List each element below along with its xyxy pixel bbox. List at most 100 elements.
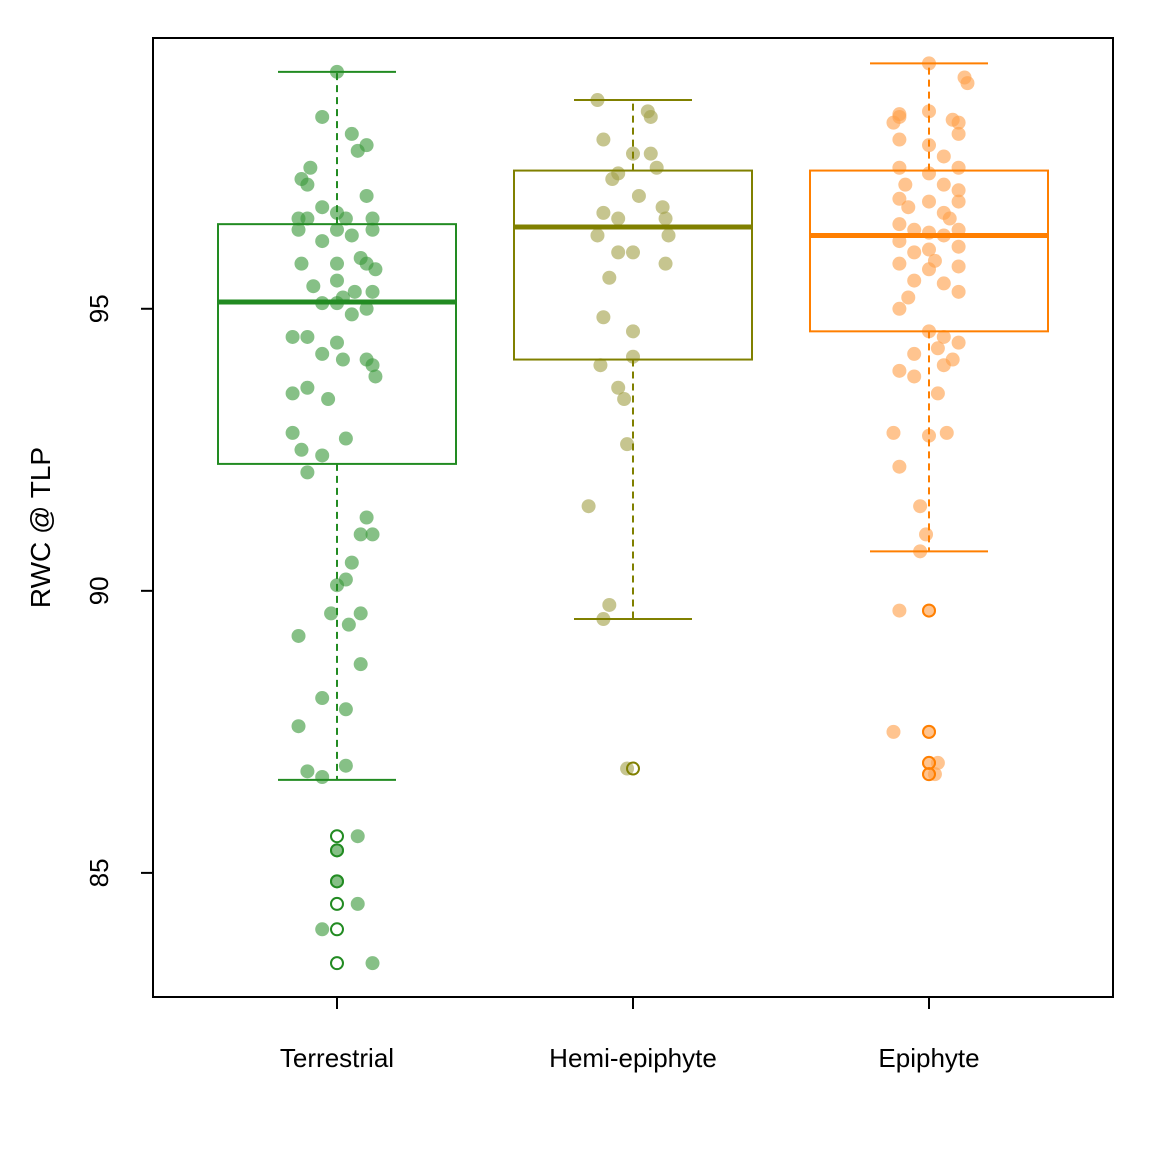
data-point bbox=[291, 719, 306, 734]
data-point bbox=[365, 284, 380, 299]
data-point bbox=[300, 329, 315, 344]
data-point bbox=[291, 211, 306, 226]
data-point bbox=[359, 301, 374, 316]
data-point bbox=[590, 228, 605, 243]
data-point bbox=[930, 386, 945, 401]
data-point bbox=[939, 425, 954, 440]
data-point bbox=[344, 307, 359, 322]
data-point bbox=[617, 392, 632, 407]
data-point bbox=[330, 256, 344, 271]
box-iqr bbox=[513, 169, 753, 361]
data-point bbox=[285, 386, 300, 401]
data-point bbox=[643, 109, 658, 124]
data-point bbox=[285, 329, 300, 344]
data-point bbox=[324, 606, 339, 621]
data-point bbox=[611, 245, 626, 260]
data-point bbox=[658, 256, 673, 271]
outlier-point bbox=[330, 874, 344, 889]
data-point bbox=[658, 211, 673, 226]
data-point bbox=[315, 200, 330, 215]
data-point bbox=[330, 335, 344, 350]
data-point bbox=[620, 437, 635, 452]
outlier-point bbox=[922, 724, 936, 739]
boxplot-elements bbox=[217, 62, 1049, 971]
outlier-point bbox=[626, 761, 640, 776]
data-point bbox=[886, 425, 901, 440]
data-point bbox=[315, 691, 330, 706]
y-tick-label: 85 bbox=[84, 858, 114, 887]
data-point bbox=[344, 126, 359, 141]
data-point bbox=[321, 392, 336, 407]
data-point bbox=[365, 222, 380, 237]
data-point bbox=[303, 160, 318, 175]
data-point bbox=[300, 465, 315, 480]
data-point bbox=[913, 499, 928, 514]
data-point bbox=[649, 160, 664, 175]
data-point bbox=[655, 200, 670, 215]
data-point bbox=[306, 279, 321, 294]
outlier-point bbox=[330, 956, 344, 971]
data-point bbox=[907, 273, 922, 288]
data-point bbox=[936, 276, 951, 291]
data-point bbox=[294, 442, 309, 457]
data-point bbox=[892, 217, 907, 232]
data-point bbox=[602, 597, 617, 612]
data-point bbox=[922, 242, 936, 257]
data-point bbox=[611, 166, 626, 181]
data-point bbox=[291, 628, 306, 643]
data-point bbox=[922, 724, 936, 739]
data-point bbox=[338, 702, 353, 717]
data-point bbox=[350, 896, 365, 911]
y-tick-label: 90 bbox=[84, 576, 114, 605]
data-point bbox=[596, 205, 611, 220]
data-point bbox=[347, 284, 362, 299]
data-point bbox=[596, 310, 611, 325]
outlier-point bbox=[330, 843, 344, 858]
data-point bbox=[951, 194, 966, 209]
data-point bbox=[892, 160, 907, 175]
outlier-point bbox=[330, 896, 344, 911]
data-point bbox=[951, 335, 966, 350]
data-point bbox=[930, 341, 945, 356]
data-point bbox=[359, 510, 374, 525]
data-point bbox=[596, 132, 611, 147]
data-point bbox=[338, 758, 353, 773]
data-point bbox=[951, 183, 966, 198]
outlier-point bbox=[330, 829, 344, 844]
data-point bbox=[907, 346, 922, 361]
data-point bbox=[350, 829, 365, 844]
data-point bbox=[359, 188, 374, 203]
data-point bbox=[344, 228, 359, 243]
data-point bbox=[330, 273, 344, 288]
data-point bbox=[353, 527, 368, 542]
data-point bbox=[892, 459, 907, 474]
data-point bbox=[892, 132, 907, 147]
data-point bbox=[626, 324, 640, 339]
data-point bbox=[315, 109, 330, 124]
data-point bbox=[300, 764, 315, 779]
data-point bbox=[602, 270, 617, 285]
data-point bbox=[907, 369, 922, 384]
data-point bbox=[593, 358, 608, 373]
data-point bbox=[892, 301, 907, 316]
data-point bbox=[365, 211, 380, 226]
data-point bbox=[368, 262, 383, 277]
data-point bbox=[892, 191, 907, 206]
data-point bbox=[951, 126, 966, 141]
data-point bbox=[892, 256, 907, 271]
x-tick-label: Terrestrial bbox=[280, 1043, 394, 1073]
data-point bbox=[936, 149, 951, 164]
data-point bbox=[315, 922, 330, 937]
data-point bbox=[922, 428, 936, 443]
data-point bbox=[300, 177, 315, 192]
data-point bbox=[330, 222, 344, 237]
data-point bbox=[951, 160, 966, 175]
box-group-terrestrial bbox=[217, 70, 457, 971]
data-point bbox=[353, 657, 368, 672]
data-point bbox=[330, 843, 344, 858]
data-point bbox=[365, 527, 380, 542]
data-point bbox=[907, 245, 922, 260]
data-point bbox=[359, 138, 374, 153]
data-point bbox=[922, 262, 936, 277]
